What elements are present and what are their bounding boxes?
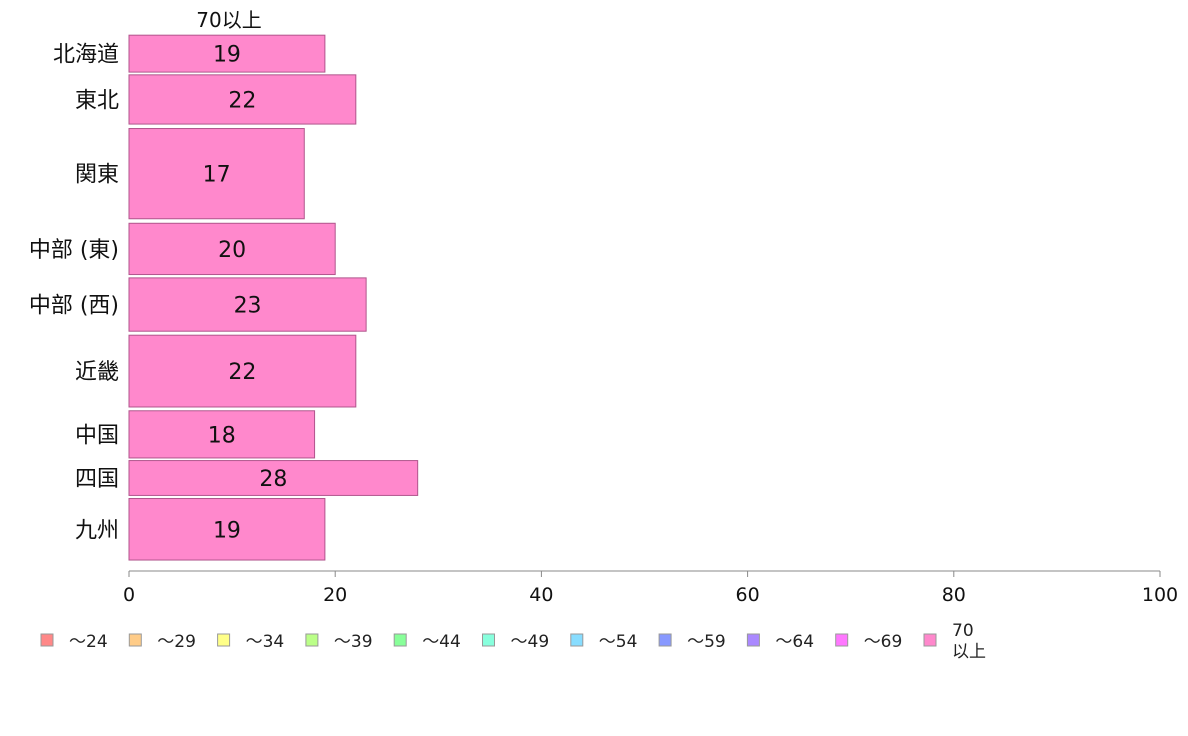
x-axis: 0 20 40 60 80 100 — [123, 570, 1178, 606]
category-label: 北海道 — [53, 43, 119, 68]
legend-label: ～29 — [157, 632, 196, 652]
legend-label: ～69 — [864, 632, 903, 652]
legend-swatch — [835, 633, 849, 647]
bar — [128, 334, 357, 408]
x-tick-label: 0 — [123, 584, 135, 606]
category-label: 東北 — [75, 88, 119, 113]
category-label: 九州 — [75, 518, 119, 543]
bar — [128, 222, 336, 276]
bar-value-label: 20 — [218, 238, 246, 263]
legend-label: ～54 — [599, 632, 638, 652]
x-tick-label: 60 — [736, 584, 760, 606]
legend-swatch — [305, 633, 319, 647]
bar-value-label: 18 — [208, 423, 236, 448]
bar-value-label: 17 — [203, 163, 231, 188]
legend-label: ～39 — [334, 632, 373, 652]
bar — [128, 74, 357, 125]
bar — [128, 277, 367, 332]
category-label: 中部 (東) — [29, 238, 119, 263]
bar — [128, 460, 419, 496]
bar-value-label: 28 — [259, 467, 287, 492]
column-header: 70以上 — [196, 8, 261, 32]
category-label: 近畿 — [75, 360, 119, 385]
legend-label: ～44 — [422, 632, 461, 652]
legend-label: 70 — [952, 621, 974, 641]
x-tick-label: 100 — [1142, 584, 1178, 606]
x-tick-label: 20 — [323, 584, 347, 606]
bar — [128, 410, 316, 459]
legend-swatch — [482, 633, 495, 647]
legend: ～24 ～29 ～34 ～39 ～44 ～49 ～54 ～59 ～64 ～69 70以上 — [40, 621, 986, 662]
bar-value-label: 23 — [234, 294, 262, 319]
legend-swatch — [746, 633, 760, 647]
legend-swatch — [923, 633, 937, 647]
legend-label: ～24 — [69, 632, 108, 652]
bar — [128, 128, 305, 220]
legend-label: 以上 — [952, 642, 986, 662]
bar — [128, 34, 326, 73]
category-label: 中部 (西) — [29, 294, 119, 319]
legend-swatch — [570, 633, 584, 647]
bar-value-label: 19 — [213, 518, 241, 543]
legend-swatch — [217, 633, 231, 647]
legend-label: ～34 — [246, 632, 285, 652]
bar-value-label: 22 — [228, 360, 256, 385]
category-label: 四国 — [75, 467, 119, 492]
bar — [128, 498, 326, 561]
bar-value-label: 22 — [228, 88, 256, 113]
legend-swatch — [128, 633, 142, 647]
legend-swatch — [393, 633, 407, 647]
x-tick-label: 40 — [529, 584, 553, 606]
bar-value-label: 19 — [213, 43, 241, 68]
legend-swatch — [658, 633, 672, 647]
category-label: 中国 — [75, 423, 119, 448]
legend-swatch — [40, 633, 54, 647]
bars-group: 19 北海道 22 東北 17 関東 20 中部 (東) 23 中部 (西) 22 近畿 18 中国 28 四… — [29, 34, 419, 561]
legend-label: ～59 — [687, 632, 726, 652]
x-tick-label: 80 — [942, 584, 966, 606]
category-label: 関東 — [75, 163, 119, 188]
legend-label: ～49 — [511, 632, 550, 652]
legend-label: ～64 — [775, 632, 814, 652]
